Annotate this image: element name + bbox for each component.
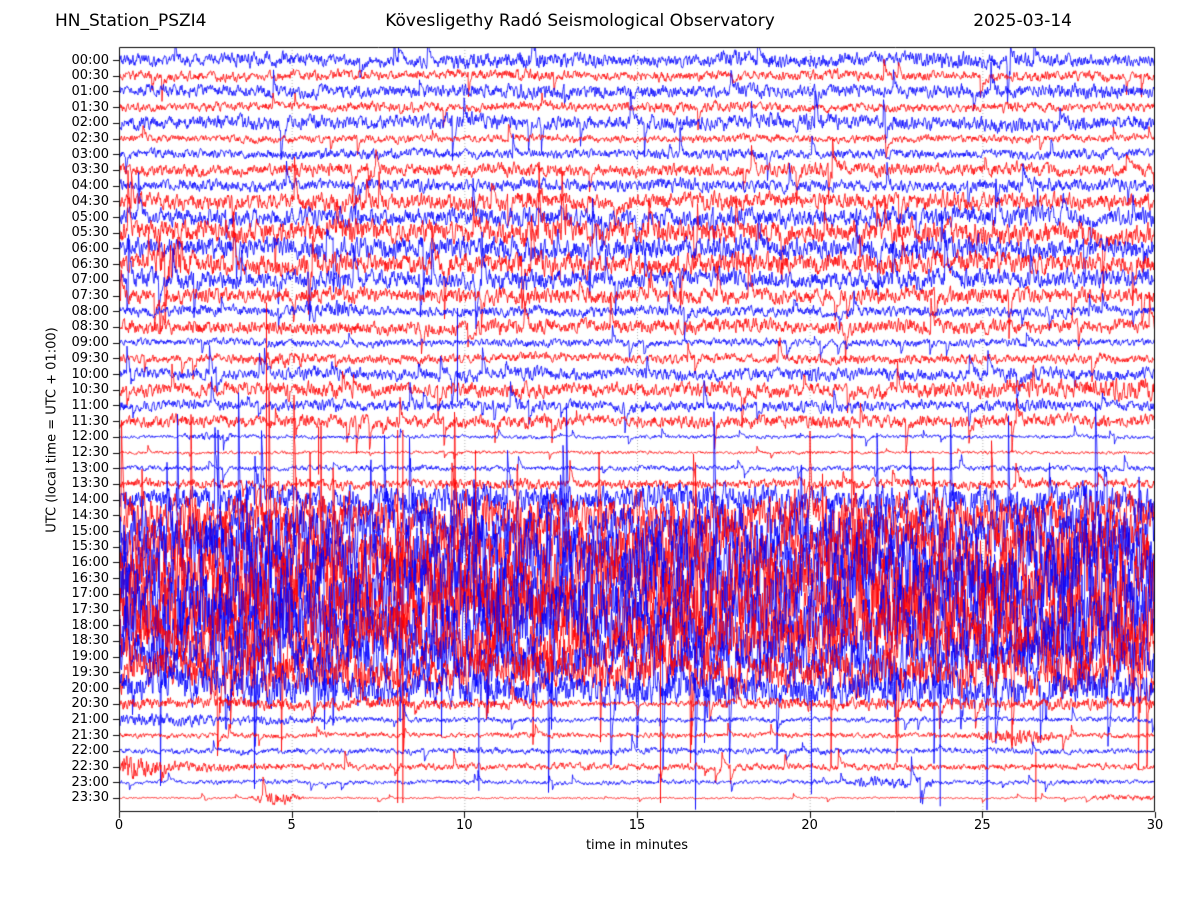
- y-tick-label: 04:00: [71, 178, 109, 194]
- title-station: HN_Station_PSZI4: [55, 11, 207, 31]
- y-tick-label: 09:00: [71, 335, 109, 351]
- x-tick-label: 25: [974, 818, 991, 833]
- y-tick-label: 14:30: [71, 507, 109, 523]
- y-tick-label: 05:00: [71, 209, 109, 225]
- x-tick-label: 0: [114, 818, 124, 833]
- y-tick-label: 03:00: [71, 146, 109, 162]
- y-tick-label: 14:00: [71, 492, 109, 508]
- y-tick-label: 20:00: [71, 680, 109, 696]
- y-tick-label: 16:00: [71, 554, 109, 570]
- y-tick-label: 18:00: [71, 617, 109, 633]
- y-tick-label: 19:00: [71, 649, 109, 665]
- y-tick-label: 09:30: [71, 350, 109, 366]
- y-tick-label: 07:00: [71, 272, 109, 288]
- y-tick-label: 21:00: [71, 711, 109, 727]
- y-tick-label: 15:00: [71, 523, 109, 539]
- y-tick-label: 16:30: [71, 570, 109, 586]
- x-tick-label: 10: [456, 818, 473, 833]
- y-tick-label: 02:00: [71, 115, 109, 131]
- y-tick-label: 08:30: [71, 319, 109, 335]
- y-tick-label: 22:30: [71, 759, 109, 775]
- y-tick-label: 08:00: [71, 303, 109, 319]
- y-tick-label: 05:30: [71, 225, 109, 241]
- y-tick-label: 01:30: [71, 99, 109, 115]
- y-tick-label: 19:30: [71, 664, 109, 680]
- x-axis-label: time in minutes: [585, 838, 689, 853]
- y-tick-label: 17:30: [71, 602, 109, 618]
- y-tick-label: 06:30: [71, 256, 109, 272]
- x-tick-label: 20: [801, 818, 818, 833]
- y-tick-label: 22:00: [71, 743, 109, 759]
- x-tick-label: 15: [628, 818, 646, 833]
- y-tick-label: 21:30: [71, 727, 109, 743]
- y-tick-label: 10:00: [71, 366, 109, 382]
- y-tick-label: 13:30: [71, 476, 109, 492]
- y-tick-label: 01:00: [71, 83, 109, 99]
- y-tick-label: 11:00: [71, 397, 109, 413]
- y-tick-label: 07:30: [71, 288, 109, 304]
- x-tick-label: 5: [287, 818, 296, 833]
- y-tick-label: 23:30: [71, 790, 109, 806]
- y-tick-label: 15:30: [71, 539, 109, 555]
- y-tick-label: 12:00: [71, 429, 109, 445]
- y-tick-label: 18:30: [71, 633, 109, 649]
- y-tick-label: 11:30: [71, 413, 109, 429]
- y-tick-label: 00:30: [71, 68, 109, 84]
- y-tick-label: 17:00: [71, 586, 109, 602]
- y-tick-label: 23:00: [71, 774, 109, 790]
- y-tick-label: 00:00: [71, 52, 109, 68]
- y-tick-label: 10:30: [71, 382, 109, 398]
- y-tick-label: 03:30: [71, 162, 109, 178]
- y-tick-label: 12:30: [71, 445, 109, 461]
- x-tick-label: 30: [1146, 818, 1164, 833]
- y-tick-label: 13:00: [71, 460, 109, 476]
- title-observatory: Kövesligethy Radó Seismological Observat…: [385, 11, 775, 31]
- y-tick-label: 02:30: [71, 131, 109, 146]
- y-tick-label: 06:00: [71, 240, 109, 256]
- y-tick-label: 04:30: [71, 193, 109, 209]
- title-date: 2025-03-14: [973, 11, 1072, 31]
- y-tick-label: 20:30: [71, 696, 109, 712]
